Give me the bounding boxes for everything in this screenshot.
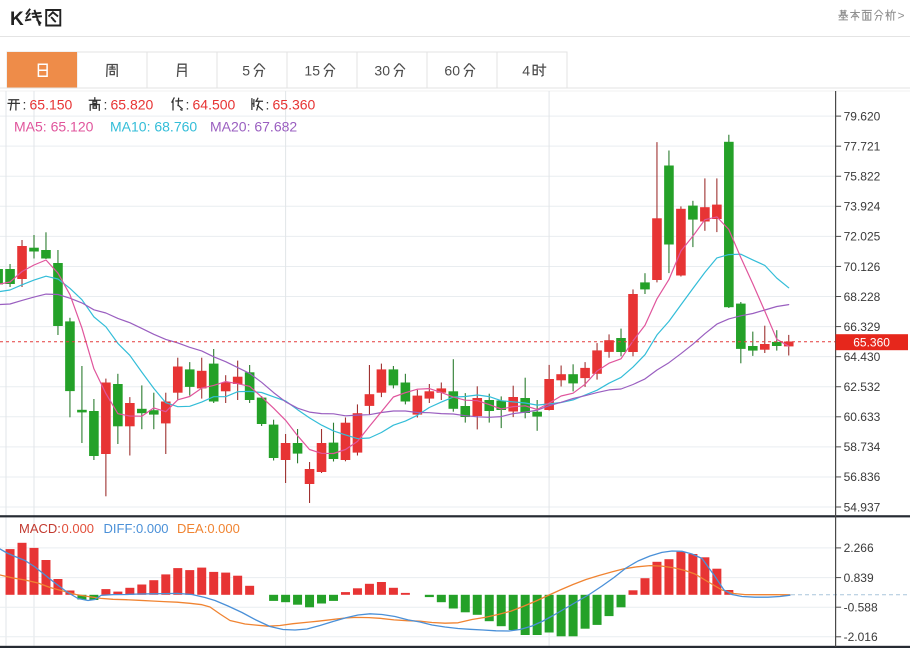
svg-text:DEA:0.000: DEA:0.000 [177, 521, 240, 536]
svg-text:5: 5 [242, 63, 250, 79]
svg-text:15: 15 [304, 63, 320, 79]
svg-text:65.360: 65.360 [273, 97, 316, 113]
svg-text:MA5: 65.120: MA5: 65.120 [14, 119, 94, 135]
svg-text:77.721: 77.721 [844, 140, 881, 154]
svg-text:65.150: 65.150 [30, 97, 73, 113]
svg-text:58.734: 58.734 [844, 440, 881, 454]
svg-text:64.430: 64.430 [844, 350, 881, 364]
svg-text:73.924: 73.924 [844, 200, 881, 214]
svg-text:65.820: 65.820 [111, 97, 154, 113]
svg-text::: : [23, 97, 27, 113]
svg-text:56.836: 56.836 [844, 470, 881, 484]
svg-text:0.839: 0.839 [844, 571, 874, 585]
svg-text:K: K [10, 9, 24, 30]
svg-text:DIFF:0.000: DIFF:0.000 [104, 521, 169, 536]
svg-text:60: 60 [444, 63, 460, 79]
svg-text::: : [266, 97, 270, 113]
svg-text:MA10: 68.760: MA10: 68.760 [110, 119, 197, 135]
svg-text:4: 4 [522, 63, 530, 79]
svg-text:62.532: 62.532 [844, 380, 881, 394]
svg-text:54.937: 54.937 [844, 500, 881, 514]
svg-text:60.633: 60.633 [844, 410, 881, 424]
svg-text::: : [104, 97, 108, 113]
svg-text:70.126: 70.126 [844, 260, 881, 274]
svg-text:30: 30 [374, 63, 390, 79]
svg-text:-2.016: -2.016 [844, 630, 878, 644]
svg-text:66.329: 66.329 [844, 320, 881, 334]
svg-text:MACD:: MACD: [19, 521, 61, 536]
svg-text:65.360: 65.360 [853, 336, 890, 350]
svg-text:2.266: 2.266 [844, 541, 874, 555]
svg-text:-0.588: -0.588 [844, 601, 878, 615]
svg-text:79.620: 79.620 [844, 109, 881, 123]
svg-text::: : [186, 97, 190, 113]
svg-text:68.228: 68.228 [844, 290, 881, 304]
svg-text:>: > [898, 9, 905, 23]
svg-text:75.822: 75.822 [844, 170, 881, 184]
svg-text:0.000: 0.000 [62, 521, 95, 536]
svg-text:MA20: 67.682: MA20: 67.682 [210, 119, 297, 135]
svg-text:64.500: 64.500 [193, 97, 236, 113]
svg-text:72.025: 72.025 [844, 230, 881, 244]
